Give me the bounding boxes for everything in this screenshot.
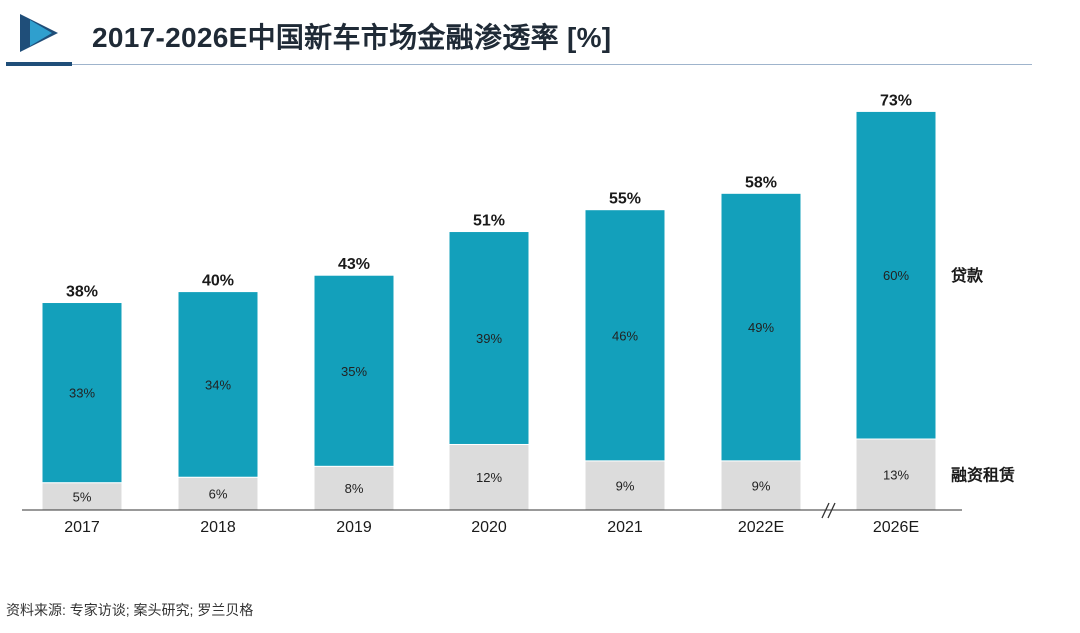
data-label-loan: 33% bbox=[69, 386, 95, 401]
page-title: 2017-2026E中国新车市场金融渗透率 [%] bbox=[92, 22, 612, 53]
legend-loan: 贷款 bbox=[951, 266, 984, 285]
bar-leasing bbox=[720, 460, 802, 511]
axis-break-icon bbox=[821, 502, 836, 519]
title-divider bbox=[6, 64, 1032, 65]
bar-leasing bbox=[584, 460, 666, 511]
x-tick-label: 2019 bbox=[336, 519, 372, 536]
data-label-leasing: 12% bbox=[476, 470, 502, 485]
x-tick-label: 2026E bbox=[873, 519, 919, 536]
total-label: 40% bbox=[202, 273, 234, 290]
total-label: 73% bbox=[880, 92, 912, 109]
total-label: 55% bbox=[609, 191, 641, 208]
data-label-loan: 49% bbox=[748, 320, 774, 335]
bar-loan bbox=[313, 274, 395, 467]
data-label-loan: 46% bbox=[612, 328, 638, 343]
logo-icon bbox=[20, 14, 58, 52]
x-tick-label: 2017 bbox=[64, 519, 100, 536]
bar-leasing bbox=[313, 465, 395, 511]
data-label-loan: 39% bbox=[476, 331, 502, 346]
data-label-leasing: 9% bbox=[616, 478, 635, 493]
data-label-leasing: 5% bbox=[73, 489, 92, 504]
bar-loan bbox=[720, 192, 802, 462]
x-tick-label: 2018 bbox=[200, 519, 236, 536]
bar-loan bbox=[584, 209, 666, 462]
data-label-loan: 35% bbox=[341, 364, 367, 379]
title-divider-accent bbox=[6, 62, 72, 66]
bar-loan bbox=[448, 231, 530, 445]
total-label: 38% bbox=[66, 284, 98, 301]
data-label-leasing: 8% bbox=[345, 481, 364, 496]
bar-loan bbox=[855, 110, 937, 440]
total-label: 58% bbox=[745, 174, 777, 191]
total-label: 43% bbox=[338, 256, 370, 273]
data-label-leasing: 9% bbox=[752, 478, 771, 493]
total-label: 51% bbox=[473, 213, 505, 230]
legend-leasing: 融资租赁 bbox=[951, 466, 1015, 485]
data-label-loan: 34% bbox=[205, 377, 231, 392]
stacked-bar-chart: 5% 33% 38% 2017 6% 34% 40% 2018 8% 35% 43% 2019 12% 3… bbox=[22, 92, 1015, 536]
bar-leasing bbox=[448, 443, 530, 511]
x-tick-label: 2020 bbox=[471, 519, 507, 536]
bar-leasing bbox=[855, 438, 937, 511]
bar-leasing bbox=[177, 476, 259, 511]
bar-loan bbox=[41, 302, 123, 484]
bar-loan bbox=[177, 291, 259, 478]
source-note: 资料来源: 专家访谈; 案头研究; 罗兰贝格 bbox=[6, 602, 254, 618]
data-label-leasing: 13% bbox=[883, 468, 909, 483]
data-label-leasing: 6% bbox=[209, 487, 228, 502]
data-label-loan: 60% bbox=[883, 268, 909, 283]
x-tick-label: 2021 bbox=[607, 519, 643, 536]
x-tick-label: 2022E bbox=[738, 519, 784, 536]
